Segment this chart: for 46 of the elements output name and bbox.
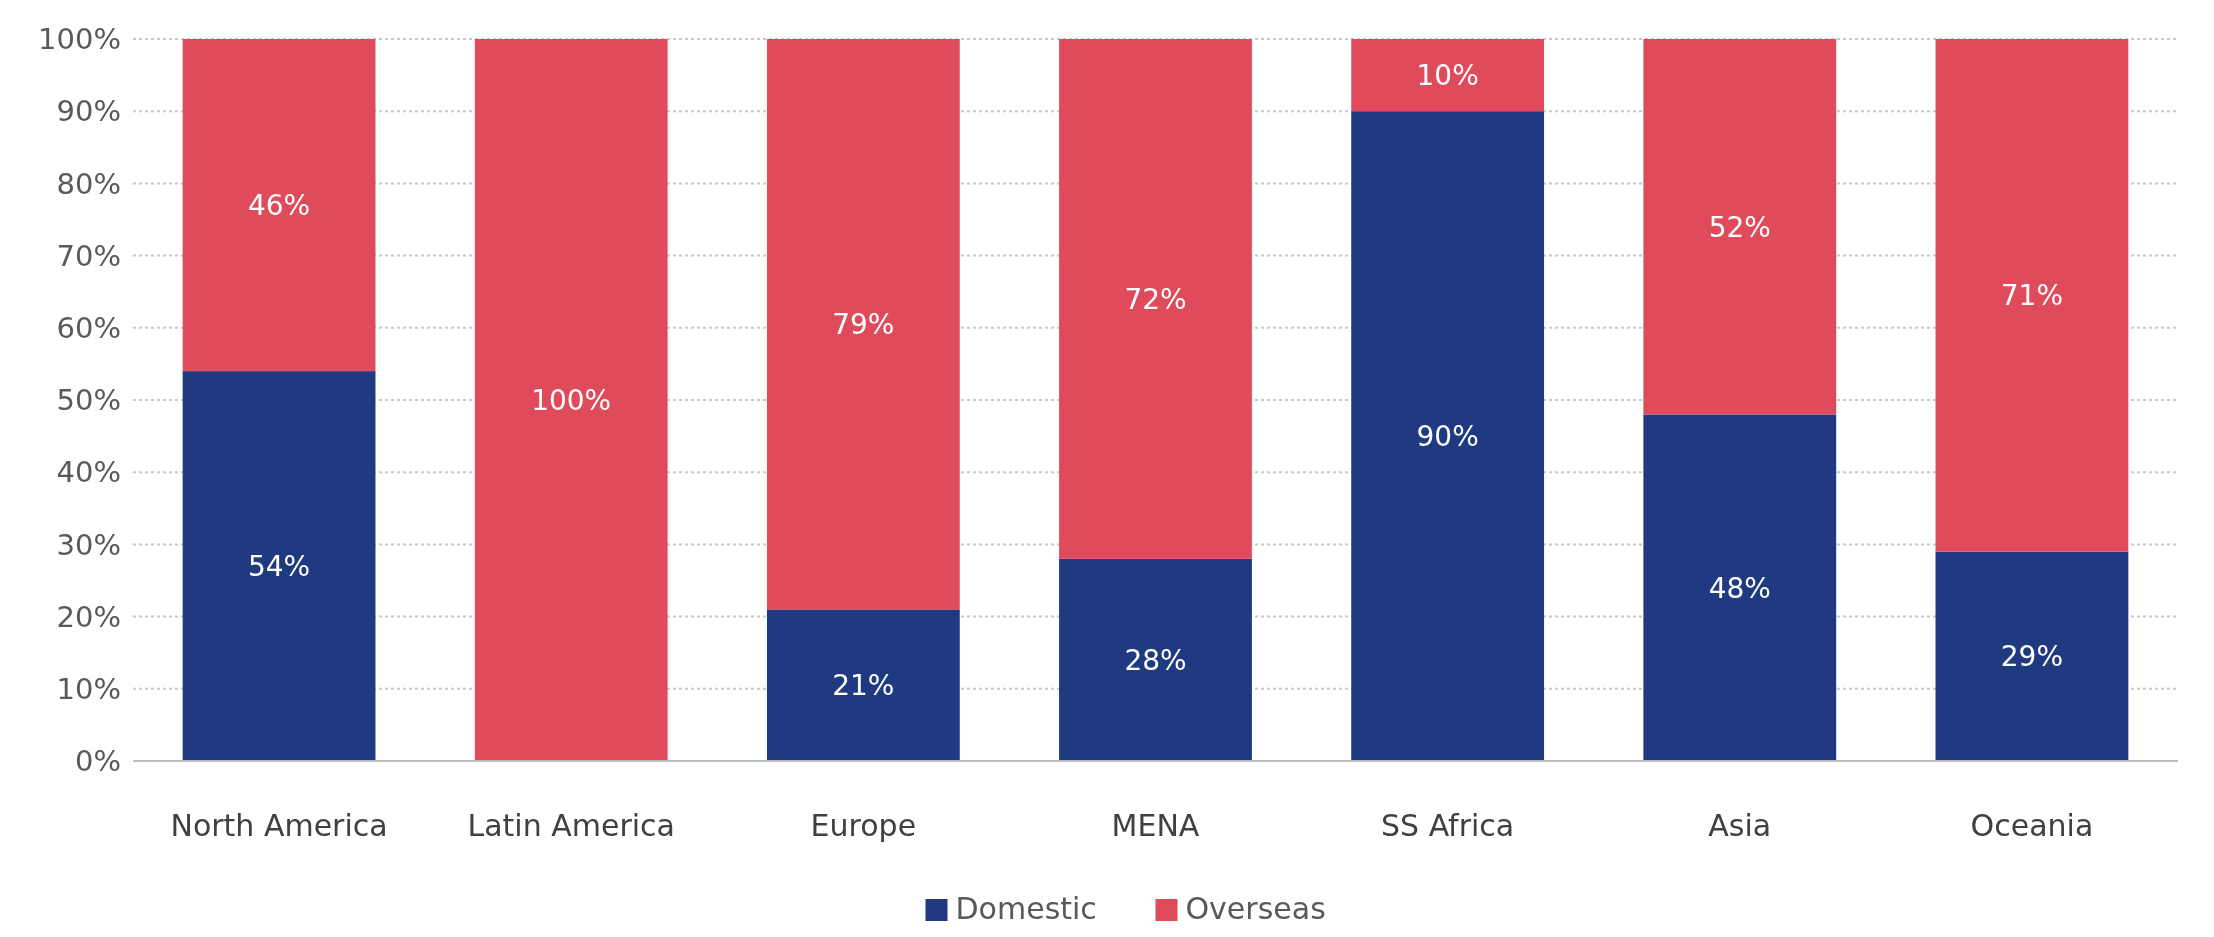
data-label: 21% [832,668,895,702]
y-tick-label: 60% [56,310,121,345]
x-tick-label: North America [170,808,388,843]
x-tick-label: MENA [1111,808,1200,843]
y-tick-label: 90% [56,94,121,129]
data-label: 48% [1708,571,1771,605]
data-label: 10% [1416,58,1479,92]
y-tick-label: 70% [56,238,121,273]
data-label: 79% [832,307,895,341]
y-tick-label: 20% [56,599,121,634]
y-tick-label: 10% [56,671,121,706]
x-tick-label: SS Africa [1381,808,1515,843]
bar [182,371,376,761]
bar [766,609,960,761]
bar [1643,414,1837,761]
legend-label: Overseas [1185,891,1326,926]
legend-label: Domestic [955,891,1097,926]
bar [474,39,668,761]
data-label: 90% [1416,419,1479,453]
bar [1351,111,1545,761]
data-label: 52% [1708,210,1771,244]
data-label: 100% [531,383,612,417]
bar [182,39,376,372]
bar [766,39,960,610]
data-label: 54% [247,549,311,583]
bar [1059,558,1252,761]
y-tick-label: 30% [56,527,121,562]
y-tick-label: 0% [74,744,121,779]
bar [1935,39,2129,552]
x-tick-label: Oceania [1970,808,2094,843]
y-tick-label: 50% [56,383,121,418]
bar [1059,39,1252,559]
data-label: 29% [2000,640,2064,674]
x-tick-label: Asia [1708,808,1772,843]
data-label: 46% [247,188,311,222]
x-tick-label: Latin America [467,808,675,843]
y-tick-label: 80% [56,166,121,201]
y-tick-label: 100% [38,22,121,57]
bar [1935,551,2129,761]
data-label: 71% [2000,279,2064,313]
bar [1351,39,1545,112]
y-tick-label: 40% [56,455,121,490]
x-tick-label: Europe [810,808,917,843]
data-label: 28% [1124,643,1187,677]
data-label: 72% [1124,282,1187,316]
bar [1643,39,1837,415]
